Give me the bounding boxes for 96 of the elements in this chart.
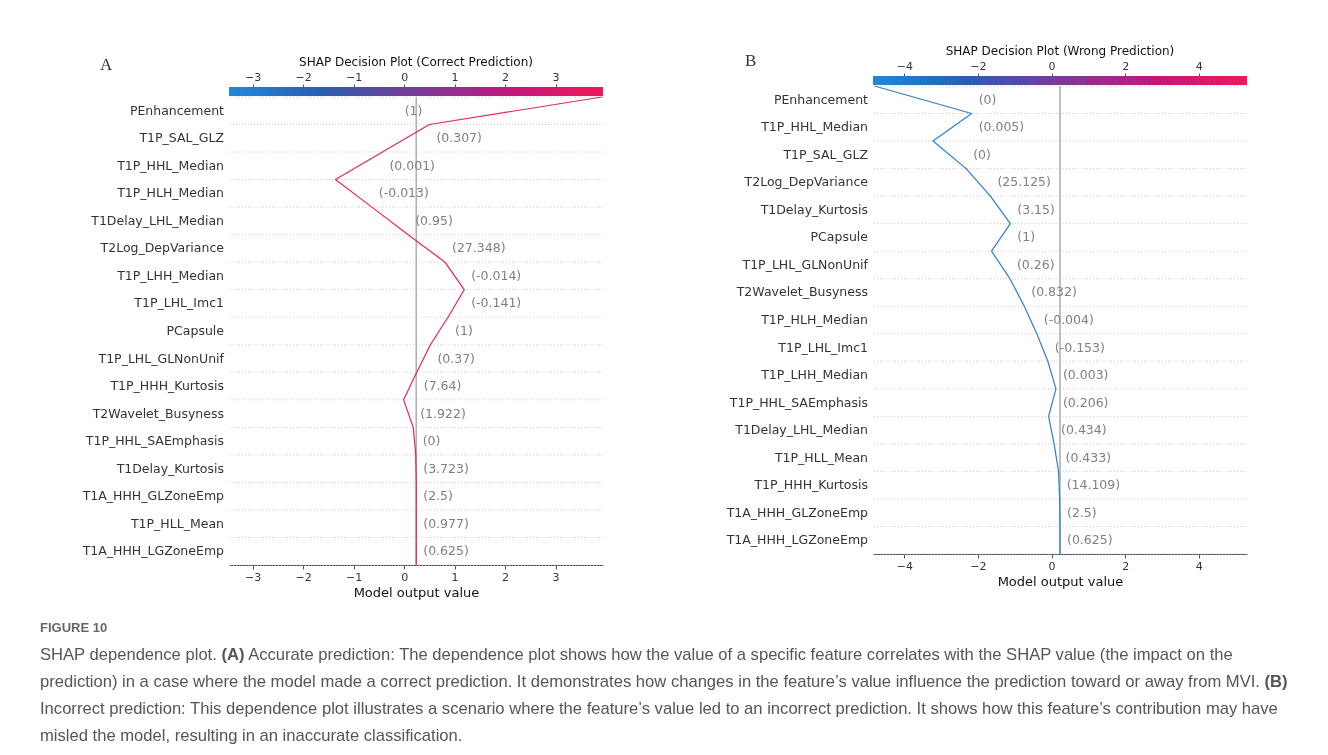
text: T1P_SAL_GLZ [782, 146, 868, 162]
x2-tick-label: 1 [451, 70, 459, 84]
text: T1A_HHH_GLZoneEmp [81, 488, 225, 504]
x2-tick-label: 2 [1122, 59, 1130, 73]
text: T1P_HHL_Median [116, 157, 224, 173]
text: T1P_HLL_Mean [129, 515, 224, 531]
annotation: (-0.153) [1054, 339, 1105, 355]
annotation: (0.26) [1016, 256, 1055, 272]
chart-title: SHAP Decision Plot (Correct Prediction) [299, 55, 533, 69]
text: T2Log_DepVariance [99, 240, 225, 256]
text: T1P_HHH_Kurtosis [109, 378, 224, 394]
annotation: (-0.141) [471, 295, 522, 311]
x2-tick-label: −2 [970, 59, 987, 73]
annotation: (0) [973, 146, 991, 162]
annotation: (1) [455, 323, 473, 338]
x-tick-label: 3 [552, 570, 560, 584]
annotation: (0.977) [423, 515, 469, 531]
text: T1P_HHL_Median [760, 119, 868, 135]
text: T1A_HHH_LGZoneEmp [81, 543, 225, 559]
text: T1P_HHH_Kurtosis [753, 477, 868, 493]
x-tick-label: 0 [401, 570, 409, 584]
annotation: (0.307) [436, 130, 482, 146]
x-tick-label: 0 [1048, 559, 1056, 573]
text: PCapsule [166, 323, 225, 338]
annotation: (0.625) [1067, 532, 1113, 548]
chart-title: SHAP Decision Plot (Wrong Prediction) [945, 44, 1175, 58]
text: T1Delay_LHL_Median [90, 212, 224, 228]
annotation: (0.005) [978, 119, 1025, 135]
annotation: (3.723) [423, 460, 469, 476]
x-tick-label: 1 [451, 570, 459, 584]
x2-tick-label: 0 [1048, 59, 1056, 73]
text: T1P_LHH_Median [760, 367, 868, 383]
text: A [100, 55, 113, 75]
annotation: (3.15) [1017, 201, 1055, 217]
x2-tick-label: −2 [295, 70, 312, 84]
x-tick-label: −1 [346, 570, 363, 584]
text: T1P_LHL_Imc1 [133, 295, 224, 311]
x-tick-label: −3 [245, 570, 262, 584]
annotation: (0.37) [437, 350, 475, 366]
text: T1P_HLH_Median [116, 185, 224, 201]
annotation: (0.625) [423, 543, 469, 559]
annotation: (0.832) [1031, 284, 1077, 300]
annotation: (1.922) [420, 405, 466, 421]
text: T2Wavelet_Busyness [735, 284, 868, 300]
annotation: (0.433) [1065, 449, 1112, 465]
x2-tick-label: −1 [346, 70, 363, 84]
text: T1P_LHL_GLNonUnif [97, 350, 225, 366]
x-tick-label: 2 [502, 570, 510, 584]
text: T1P_HLH_Median [760, 312, 868, 327]
x-tick-label: 2 [1122, 559, 1130, 573]
annotation: (14.109) [1066, 477, 1121, 493]
x-tick-label: −2 [970, 559, 987, 573]
text: T1P_HHL_SAEmphasis [84, 433, 224, 449]
text: T1P_HLL_Mean [773, 449, 868, 465]
annotation: (27.348) [452, 240, 506, 256]
x2-tick-label: −4 [896, 59, 913, 73]
text: PEnhancement [773, 91, 869, 107]
text: T2Log_DepVariance [743, 174, 869, 190]
x-axis-title: Model output value [997, 573, 1124, 589]
annotation: (0.003) [1062, 367, 1109, 383]
text: T1Delay_Kurtosis [759, 201, 868, 217]
x2-tick-label: 0 [401, 70, 409, 84]
annotation: (7.64) [423, 378, 462, 394]
text: T1P_HHL_SAEmphasis [728, 394, 868, 410]
x-tick-label: 4 [1195, 559, 1203, 573]
text: T1Delay_LHL_Median [734, 422, 868, 438]
text: T1Delay_Kurtosis [115, 460, 224, 476]
x-axis-title: Model output value [353, 584, 480, 600]
text: T1P_SAL_GLZ [138, 130, 224, 146]
text: SHAP dependence plot. (A) Accurate prediction: The dependence plot shows how the value of a specific feature correlates with the SHAP value (the impact on the prediction) in a case where the model made a correct prediction. It demonstrates how changes in the feature’s value influence the prediction toward or away from MVI. (B) Incorrect prediction: This dependence plot illustrates a scenario where the feature’s value led to an incorrect prediction. It shows how this feature’s contribution may have misled the model, resulting in an inaccurate classification. [40, 644, 1289, 747]
annotation: (0) [422, 433, 441, 449]
annotation: (-0.004) [1043, 312, 1094, 327]
annotation: (-0.014) [471, 267, 522, 283]
text: PEnhancement [129, 102, 225, 118]
x2-tick-label: −3 [245, 70, 262, 84]
text: T1P_LHL_Imc1 [777, 339, 868, 355]
annotation: (1) [1017, 229, 1036, 245]
text: PCapsule [810, 229, 869, 245]
annotation: (2.5) [423, 488, 453, 504]
x2-tick-label: 3 [552, 70, 560, 84]
text: T1A_HHH_GLZoneEmp [725, 504, 869, 520]
annotation: (0) [978, 91, 997, 107]
annotation: (2.5) [1067, 504, 1097, 520]
x2-tick-label: 2 [502, 70, 510, 84]
text: T1A_HHH_LGZoneEmp [725, 532, 869, 548]
annotation: (0.206) [1062, 394, 1109, 410]
caption: FIGURE 10 [40, 620, 109, 635]
text: T1P_LHL_GLNonUnif [741, 256, 869, 272]
text: T1P_LHH_Median [116, 267, 224, 283]
text: T2Wavelet_Busyness [91, 405, 224, 421]
x2-tick-label: 4 [1195, 59, 1203, 73]
x-tick-label: −4 [896, 559, 913, 573]
annotation: (0.434) [1061, 422, 1107, 438]
x-tick-label: −2 [295, 570, 312, 584]
text: B [745, 51, 757, 71]
annotation: (25.125) [997, 174, 1051, 190]
